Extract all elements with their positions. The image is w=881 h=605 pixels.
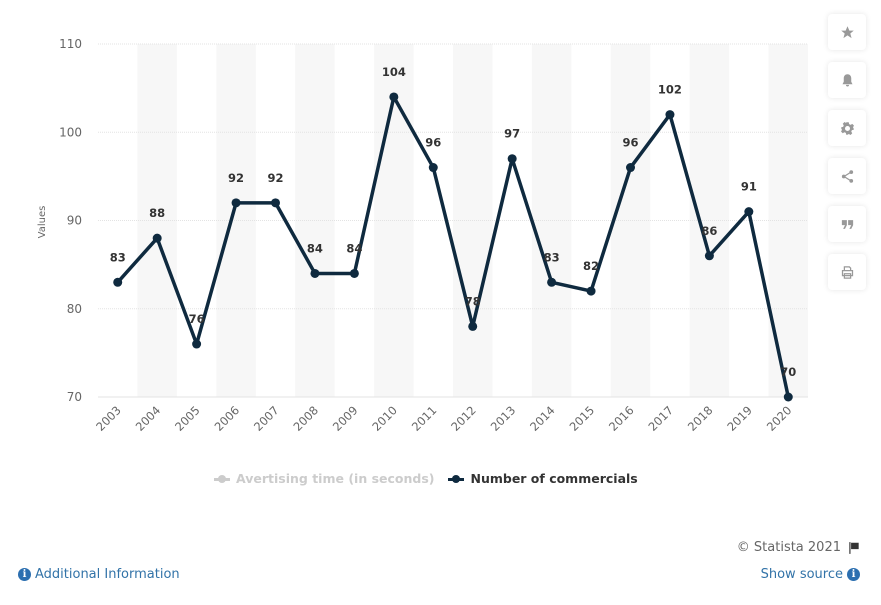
plot-band xyxy=(531,44,572,397)
y-tick-label: 70 xyxy=(67,390,82,404)
settings-button[interactable] xyxy=(828,110,866,146)
data-label: 83 xyxy=(110,250,126,264)
x-tick-label: 2015 xyxy=(567,403,598,434)
data-label: 96 xyxy=(425,136,441,150)
x-tick-label: 2019 xyxy=(724,403,755,434)
data-point xyxy=(665,110,675,120)
x-tick-label: 2003 xyxy=(93,403,124,434)
series-number-of-commercials xyxy=(113,92,793,402)
legend-marker-icon xyxy=(448,474,465,484)
data-label: 76 xyxy=(189,312,205,326)
info-icon: i xyxy=(18,568,31,581)
data-point xyxy=(310,268,320,278)
data-label: 86 xyxy=(701,224,717,238)
chart-toolbar xyxy=(828,14,866,290)
y-tick-label: 110 xyxy=(59,37,82,51)
bell-icon xyxy=(842,73,852,86)
data-label: 92 xyxy=(228,171,244,185)
legend-marker-icon xyxy=(214,474,230,484)
data-point xyxy=(704,251,714,261)
legend-item-number-of-commercials[interactable]: Number of commercials xyxy=(448,471,638,486)
data-point xyxy=(428,163,438,173)
star-icon xyxy=(840,25,854,38)
data-point xyxy=(744,207,754,217)
additional-information-link[interactable]: i Additional Information xyxy=(18,567,180,582)
data-point xyxy=(231,198,241,208)
data-label: 88 xyxy=(149,206,165,220)
x-tick-label: 2011 xyxy=(409,403,440,434)
data-point xyxy=(547,277,557,287)
show-source-link[interactable]: Show source i xyxy=(761,567,860,582)
data-point xyxy=(271,198,280,208)
gear-icon xyxy=(840,121,854,135)
info-icon: i xyxy=(847,568,860,581)
legend-label: Number of commercials xyxy=(470,471,638,486)
x-tick-label: 2005 xyxy=(172,403,203,434)
y-axis-ticks: 70 80 90 100 110 xyxy=(59,37,82,404)
copyright-text: © Statista 2021 xyxy=(736,540,841,555)
data-point xyxy=(389,92,399,102)
data-point xyxy=(349,268,359,278)
plot-band xyxy=(689,44,730,397)
x-tick-label: 2012 xyxy=(448,403,479,434)
x-tick-label: 2006 xyxy=(212,403,243,434)
data-label: 82 xyxy=(583,259,599,273)
share-button[interactable] xyxy=(828,158,866,194)
legend: Avertising time (in seconds) Number of c… xyxy=(214,471,638,486)
data-label: 97 xyxy=(504,127,520,141)
x-tick-label: 2010 xyxy=(369,403,400,434)
show-source-label: Show source xyxy=(760,567,843,582)
legend-item-advertising-time[interactable]: Avertising time (in seconds) xyxy=(214,471,434,486)
x-tick-label: 2018 xyxy=(685,403,716,434)
data-label: 102 xyxy=(658,83,682,97)
y-axis-label: Values xyxy=(37,206,48,239)
data-point xyxy=(626,163,635,173)
share-icon xyxy=(841,169,853,183)
print-icon xyxy=(841,265,853,279)
data-point xyxy=(468,321,478,331)
data-label: 78 xyxy=(465,294,481,308)
y-tick-label: 90 xyxy=(67,214,82,228)
legend-label: Avertising time (in seconds) xyxy=(236,471,435,486)
x-tick-label: 2013 xyxy=(488,403,519,434)
data-label: 91 xyxy=(741,180,757,194)
additional-information-label: Additional Information xyxy=(35,567,180,582)
data-point xyxy=(507,154,517,164)
data-label: 84 xyxy=(346,241,362,255)
flag-icon[interactable] xyxy=(847,541,861,555)
series-line xyxy=(116,95,790,398)
data-label: 96 xyxy=(622,136,638,150)
cite-button[interactable] xyxy=(828,206,866,242)
data-label: 92 xyxy=(267,171,283,185)
notification-button[interactable] xyxy=(828,62,866,98)
x-tick-label: 2009 xyxy=(330,403,361,434)
data-point xyxy=(192,339,202,349)
favorite-button[interactable] xyxy=(828,14,866,50)
x-tick-label: 2020 xyxy=(764,403,795,434)
data-labels: 83 88 76 92 92 84 84 104 96 78 97 83 82 96 102 86 91 70 xyxy=(110,65,797,379)
x-tick-label: 2014 xyxy=(527,403,558,434)
grid-lines xyxy=(98,43,808,398)
data-point xyxy=(586,286,596,296)
data-label: 83 xyxy=(544,250,560,264)
x-axis-ticks: 2003 2004 2005 2006 2007 2008 2009 2010 2011 2012… xyxy=(93,403,794,434)
copyright: © Statista 2021 xyxy=(737,540,861,555)
y-tick-label: 100 xyxy=(59,125,82,139)
data-label: 104 xyxy=(382,65,406,79)
x-tick-label: 2017 xyxy=(645,403,676,434)
x-tick-label: 2007 xyxy=(251,403,282,434)
x-tick-label: 2016 xyxy=(606,403,637,434)
print-button[interactable] xyxy=(828,254,866,290)
data-point xyxy=(783,392,793,402)
data-label: 70 xyxy=(780,365,796,379)
x-tick-label: 2008 xyxy=(290,403,321,434)
data-point xyxy=(113,277,123,287)
x-tick-label: 2004 xyxy=(133,403,164,434)
data-label: 84 xyxy=(307,241,323,255)
y-tick-label: 80 xyxy=(67,302,82,316)
line-chart: 70 80 90 100 110 Values 2003 2004 2005 2006 2007… xyxy=(37,37,808,434)
quote-icon xyxy=(841,219,853,229)
data-point xyxy=(152,233,162,243)
